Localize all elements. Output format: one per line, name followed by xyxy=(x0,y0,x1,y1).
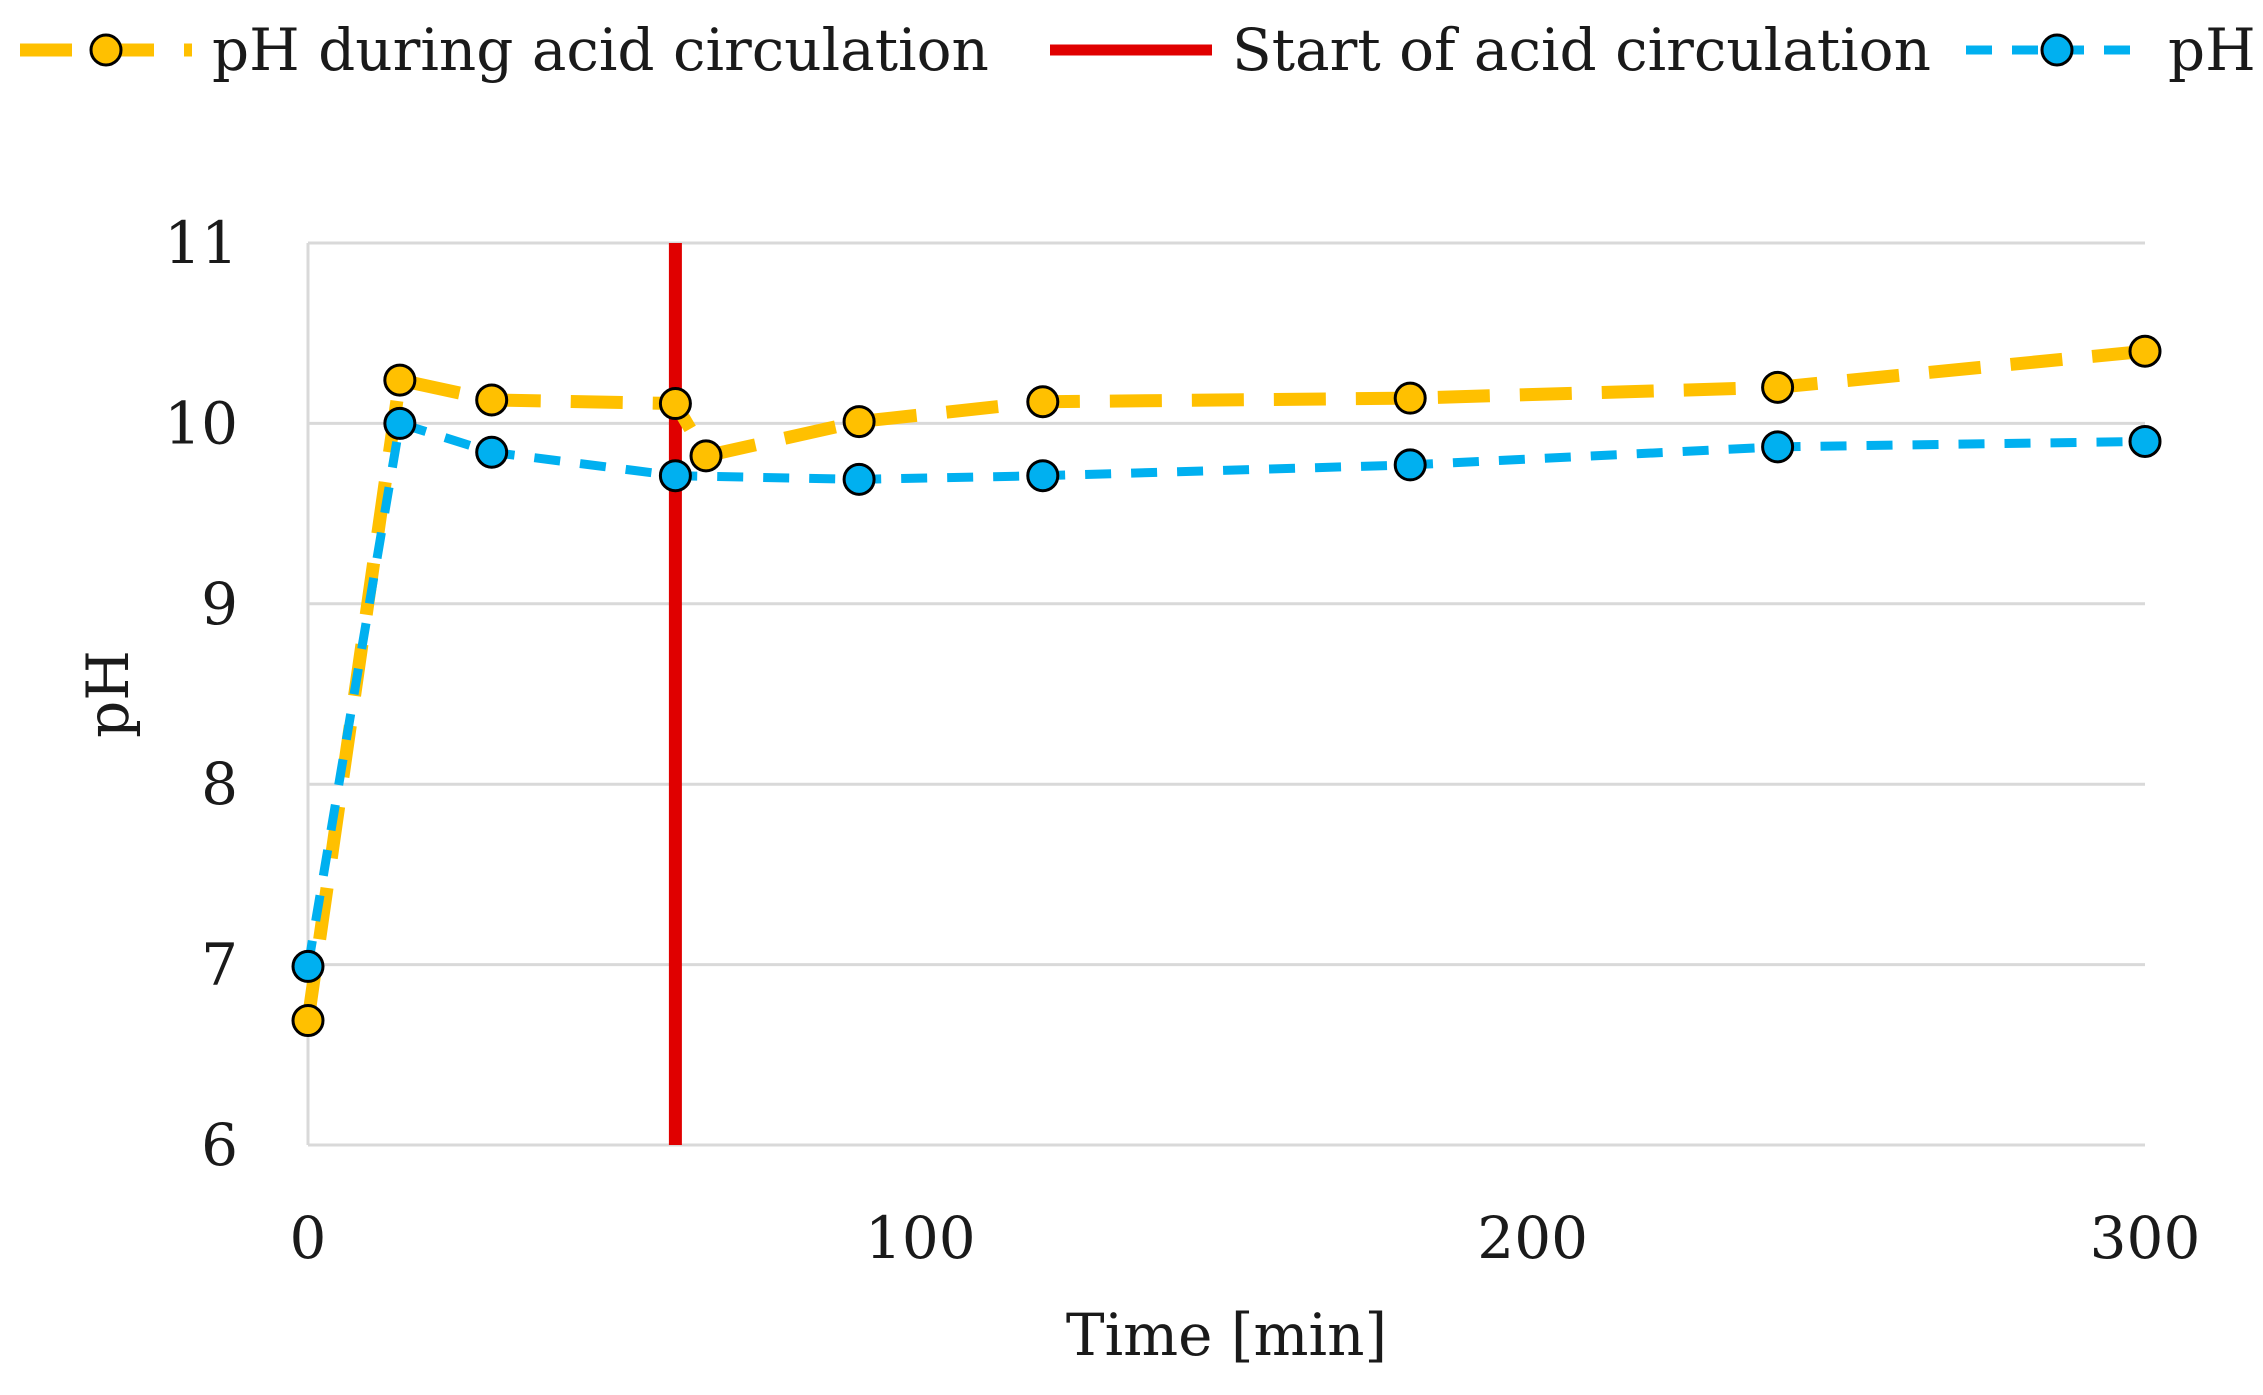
x-tick-label: 100 xyxy=(865,1204,976,1272)
data-point-ph-during-acid-circulation xyxy=(2128,334,2162,368)
tick-labels: 6 7 8 9 10 11 0 100 200 300 xyxy=(164,209,2200,1272)
data-point-ph xyxy=(842,462,876,496)
data-point-ph-during-acid-circulation xyxy=(1761,370,1795,404)
legend-label: Start of acid circulation xyxy=(1232,16,1931,84)
series-line-ph-during-acid-circulation xyxy=(301,344,2146,1022)
series-line-ph xyxy=(303,418,2146,968)
legend-label: pH during acid circulation xyxy=(212,16,989,84)
x-tick-label: 0 xyxy=(290,1204,327,1272)
data-point-ph xyxy=(291,949,325,983)
series-ph xyxy=(291,406,2162,983)
x-tick-label: 200 xyxy=(1477,1204,1588,1272)
legend-item-ph: pH xyxy=(1966,16,2256,84)
data-point-ph-during-acid-circulation xyxy=(689,439,723,473)
legend-item-ph-during-acid-circulation: pH during acid circulation xyxy=(20,16,989,84)
data-point-ph xyxy=(1761,430,1795,464)
y-tick-label: 8 xyxy=(201,750,238,818)
x-tick-label: 300 xyxy=(2090,1204,2201,1272)
data-point-ph xyxy=(1026,459,1060,493)
legend-swatch-marker xyxy=(89,33,123,67)
y-tick-label: 6 xyxy=(201,1111,238,1179)
data-point-ph xyxy=(2128,424,2162,458)
y-tick-label: 9 xyxy=(201,570,238,638)
legend-item-start-of-acid-circulation: Start of acid circulation xyxy=(1050,16,1931,84)
data-point-ph-during-acid-circulation xyxy=(291,1004,325,1038)
data-point-ph-during-acid-circulation xyxy=(842,405,876,439)
legend-swatch-marker xyxy=(2040,33,2074,67)
gridlines xyxy=(308,241,2145,967)
y-tick-label: 7 xyxy=(201,931,238,999)
data-point-ph xyxy=(383,406,417,440)
data-point-ph xyxy=(1393,448,1427,482)
y-axis-title: pH xyxy=(74,650,142,738)
y-tick-label: 11 xyxy=(164,209,238,277)
data-point-ph-during-acid-circulation xyxy=(658,387,692,421)
data-point-ph-during-acid-circulation xyxy=(1393,381,1427,415)
data-point-ph xyxy=(475,435,509,469)
data-point-ph-during-acid-circulation xyxy=(383,363,417,397)
data-point-ph xyxy=(658,459,692,493)
x-axis-title: Time [min] xyxy=(1066,1301,1387,1369)
axis-titles: Time [min] pH xyxy=(74,650,1387,1369)
data-point-ph-during-acid-circulation xyxy=(1026,385,1060,419)
legend: pH during acid circulation Start of acid … xyxy=(20,16,2256,84)
y-tick-label: 10 xyxy=(164,389,238,457)
data-point-ph-during-acid-circulation xyxy=(475,383,509,417)
legend-label: pH xyxy=(2168,16,2256,84)
series-ph-during-acid-circulation xyxy=(291,334,2162,1038)
series-layer xyxy=(291,334,2162,1038)
